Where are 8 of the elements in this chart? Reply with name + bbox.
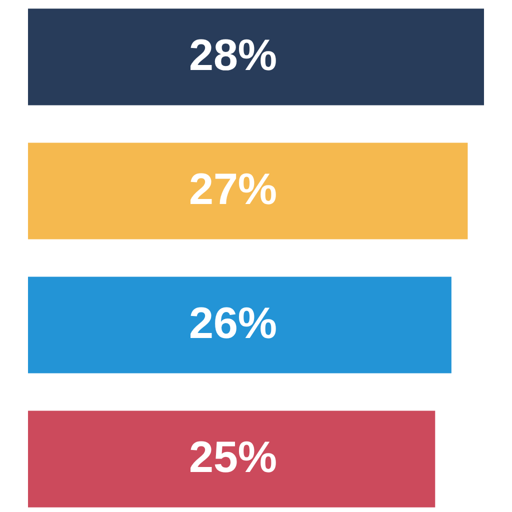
data-label: 28%: [188, 30, 278, 80]
bar: [28, 410, 436, 508]
data-label: 27%: [188, 164, 278, 214]
bar: [28, 276, 452, 374]
bar: [28, 8, 484, 106]
data-label: 26%: [188, 299, 278, 348]
bar: [28, 142, 468, 240]
data-label: 25%: [188, 433, 278, 482]
